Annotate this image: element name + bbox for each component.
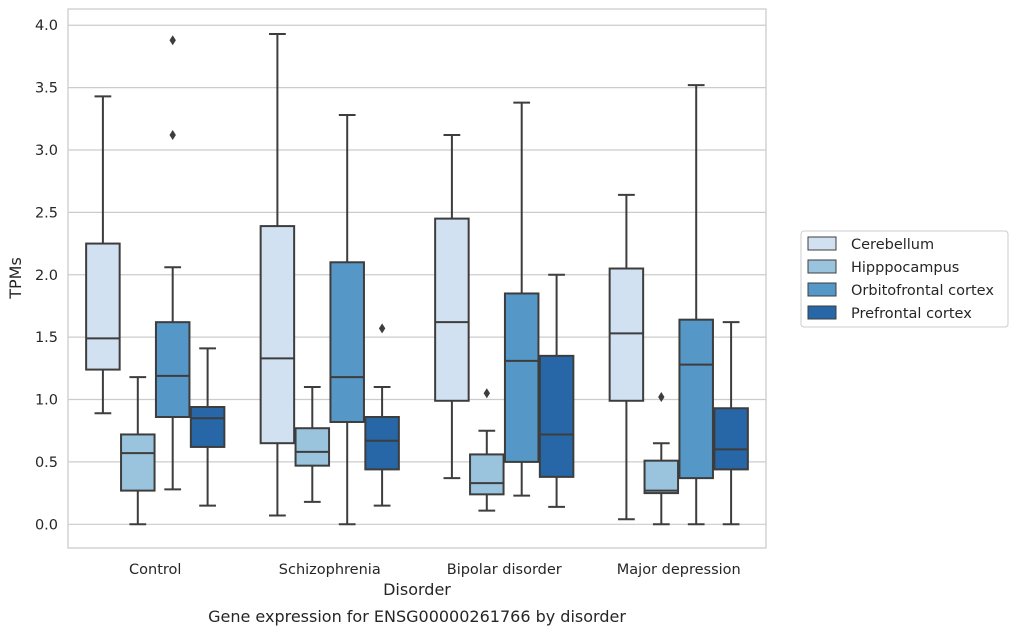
box-group	[294, 386, 331, 503]
box-group	[538, 273, 575, 508]
box-body	[713, 407, 749, 471]
y-tick-label: 3.5	[35, 81, 58, 97]
legend-frame	[800, 230, 1009, 328]
y-tick-label: 1.0	[35, 393, 58, 409]
legend-swatch	[807, 259, 837, 274]
legend: Cerebellum Hipppocampus Orbitofrontal cort…	[800, 230, 1009, 328]
legend-swatch	[807, 236, 837, 251]
box-body	[259, 225, 296, 445]
box-body	[434, 217, 470, 402]
y-tick-label: 4.0	[35, 18, 58, 34]
box-body	[503, 292, 540, 463]
box-group	[503, 101, 540, 497]
box-group	[154, 35, 191, 491]
box-body	[189, 406, 226, 448]
y-tick-label: 0.0	[35, 517, 58, 533]
box-body	[538, 354, 575, 478]
box-group	[120, 376, 156, 526]
y-tick-label: 0.5	[35, 455, 58, 471]
outlier-point	[169, 130, 176, 141]
box-body	[154, 321, 191, 418]
box-group	[434, 134, 470, 480]
outlier-point	[658, 392, 665, 403]
box-body	[294, 427, 331, 467]
x-tick-label: Schizophrenia	[279, 562, 381, 578]
outlier-point	[378, 323, 386, 334]
box-body	[608, 267, 645, 402]
y-tick-label: 2.0	[35, 268, 58, 284]
box-group	[364, 323, 400, 507]
y-tick-labels: 0.0 0.5 1.0 1.5 2.0 2.5 3.0 3.5 4.0	[35, 18, 58, 533]
box-body	[85, 242, 121, 371]
x-tick-label: Control	[129, 562, 181, 578]
legend-label: Orbitofrontal cortex	[851, 283, 994, 299]
box-group	[329, 114, 365, 526]
legend-swatch	[807, 305, 837, 320]
chart-caption: Gene expression for ENSG00000261766 by d…	[208, 607, 626, 626]
box-group	[259, 32, 296, 517]
legend-label: Cerebellum	[851, 237, 934, 253]
y-axis-label: TPMs	[6, 257, 25, 300]
box-group	[713, 321, 749, 526]
x-tick-label: Bipolar disorder	[447, 562, 562, 578]
legend-label: Hipppocampus	[851, 260, 959, 276]
box-body	[469, 453, 505, 496]
x-tick-labels: Control Schizophrenia Bipolar disorder Majo…	[129, 562, 741, 578]
legend-label: Prefrontal cortex	[851, 306, 972, 322]
boxes	[85, 32, 749, 526]
box-body	[643, 459, 680, 495]
box-body	[364, 415, 400, 471]
outlier-point	[483, 388, 490, 399]
outlier-point	[169, 35, 176, 46]
x-axis-label: Disorder	[383, 580, 451, 599]
box-group	[189, 347, 226, 507]
y-tick-label: 2.5	[35, 205, 58, 221]
box-body	[329, 261, 365, 423]
box-body	[678, 318, 714, 480]
box-group	[678, 84, 714, 526]
box-body	[120, 433, 156, 492]
y-tick-label: 1.5	[35, 330, 58, 346]
y-tick-label: 3.0	[35, 143, 58, 159]
legend-swatch	[807, 282, 837, 297]
x-tick-label: Major depression	[617, 562, 741, 578]
box-group	[608, 193, 645, 521]
box-group	[85, 95, 121, 415]
box-group	[469, 388, 505, 512]
plot-frame	[67, 8, 767, 549]
box-group	[643, 392, 680, 526]
